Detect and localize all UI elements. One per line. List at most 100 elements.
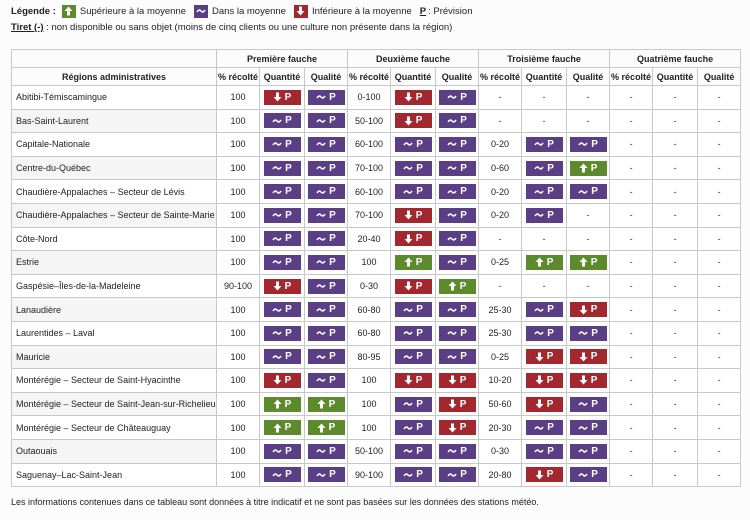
rating-badge-avg: P (394, 349, 432, 365)
pct-harvested-value: 100 (361, 399, 377, 410)
prevision-letter: P (547, 445, 554, 457)
rating-badge-down: P (263, 372, 301, 388)
arrow-up-icon (317, 423, 326, 433)
quality-cell: P (435, 297, 480, 322)
tilde-icon (403, 448, 413, 454)
prevision-letter: P (416, 138, 423, 150)
pct-harvested-cell: - (609, 368, 654, 393)
pct-harvested-cell: - (609, 320, 654, 346)
legend-label-up: Supérieure à la moyenne (79, 5, 187, 17)
pct-harvested-cell: 100 (216, 415, 260, 440)
legend-title: Légende : (11, 5, 56, 17)
empty-cell: - (697, 320, 742, 346)
quantity-cell: P (521, 344, 568, 370)
rating-badge-avg: P (307, 467, 345, 483)
rating-badge-avg: P (438, 302, 476, 318)
quality-cell: P (566, 320, 611, 346)
region-name: Montérégie – Secteur de Châteauguay (11, 415, 217, 440)
pct-harvested-value: 100 (230, 422, 246, 433)
prevision-letter: P (415, 91, 423, 103)
not-available-dash: - (673, 210, 677, 221)
quantity-cell: P (259, 297, 305, 322)
prevision-letter: P (460, 256, 467, 268)
not-available-dash: - (717, 115, 721, 126)
rating-badge-avg: P (307, 136, 345, 152)
prevision-letter: P (285, 209, 292, 221)
sub-header-row: Régions administratives % récolté Quantit… (11, 67, 742, 86)
quantity-cell: P (390, 297, 437, 322)
tilde-icon (316, 448, 326, 454)
prevision-letter: P (285, 186, 292, 198)
prevision-letter: P (328, 398, 336, 410)
rating-badge-down: P (525, 372, 563, 388)
rating-badge-down: P (525, 396, 563, 412)
empty-cell: - (652, 273, 699, 299)
prevision-letter: P (329, 209, 336, 221)
quality-cell: P (303, 132, 349, 157)
pct-harvested-value: - (629, 399, 633, 410)
quality-cell: P (303, 368, 349, 393)
rating-badge-avg: P (307, 325, 345, 341)
tilde-icon (534, 448, 544, 454)
tilde-icon (534, 330, 544, 336)
empty-cell: - (652, 344, 699, 370)
region-name: Gaspésie–Îles-de-la-Madeleine (11, 273, 217, 299)
quantity-cell: P (521, 250, 568, 275)
tiret-note: Tiret (-) : non disponible ou sans objet… (11, 22, 452, 33)
empty-cell: - (566, 85, 611, 110)
region-name: Abitibi-Témiscamingue (11, 85, 217, 110)
rating-badge-avg: P (525, 420, 563, 436)
not-available-dash: - (717, 233, 721, 244)
quality-cell: P (566, 155, 611, 181)
rating-badge-avg: P (438, 231, 476, 247)
table-row: Montérégie – Secteur de Saint-Hyacinthe 1… (11, 368, 742, 393)
pct-harvested-cell: - (609, 132, 654, 157)
quantity-cell: P (259, 250, 305, 275)
pct-harvested-value: - (629, 92, 633, 103)
quantity-cell: P (259, 202, 305, 228)
rating-badge-avg: P (438, 254, 476, 270)
legend: Légende : Supérieure à la moyenne Dans l… (11, 4, 480, 18)
tilde-icon (578, 472, 588, 478)
quantity-cell: P (521, 462, 568, 488)
empty-cell: - (697, 462, 742, 488)
not-available-dash: - (673, 139, 677, 150)
legend-item-down: Inférieure à la moyenne (293, 4, 412, 18)
rating-badge-avg: P (525, 302, 563, 318)
quality-cell: P (435, 320, 480, 346)
pct-harvested-cell: 0-25 (478, 250, 523, 275)
quantity-cell: P (259, 85, 305, 110)
not-available-dash: - (717, 186, 721, 197)
empty-cell: - (697, 179, 742, 204)
pct-harvested-cell: 100 (216, 438, 260, 464)
pct-harvested-cell: - (478, 108, 523, 134)
pct-harvested-value: 0-30 (360, 281, 379, 292)
rating-badge-avg: P (394, 184, 432, 200)
pct-harvested-cell: 100 (216, 297, 260, 322)
table-row: Mauricie 100 P P 80-95 P P 0-25 P P - - - (11, 344, 742, 370)
rating-badge-avg: P (263, 349, 301, 365)
rating-badge-avg: P (438, 184, 476, 200)
not-available-dash: - (673, 304, 677, 315)
quantity-cell: P (259, 320, 305, 346)
tilde-icon (578, 425, 588, 431)
pct-harvested-value: 50-60 (488, 399, 512, 410)
arrow-down-icon (404, 92, 413, 102)
tilde-icon (272, 165, 282, 171)
not-available-dash: - (586, 92, 590, 103)
empty-cell: - (697, 297, 742, 322)
tilde-icon (447, 259, 457, 265)
prevision-letter: P (416, 351, 423, 363)
prevision-letter: P (285, 445, 292, 457)
table-row: Saguenay–Lac-Saint-Jean 100 P P 90-100 P P 20-8… (11, 462, 742, 488)
pct-harvested-value: 20-30 (488, 422, 512, 433)
not-available-dash: - (717, 328, 721, 339)
prevision-letter: P (416, 469, 423, 481)
arrow-down-icon (579, 305, 588, 315)
not-available-dash: - (717, 163, 721, 174)
tilde-icon (272, 236, 282, 242)
pct-harvested-cell: 100 (347, 415, 392, 440)
pct-harvested-value: - (629, 186, 633, 197)
prevision-letter: P (284, 398, 292, 410)
rating-badge-avg: P (438, 325, 476, 341)
